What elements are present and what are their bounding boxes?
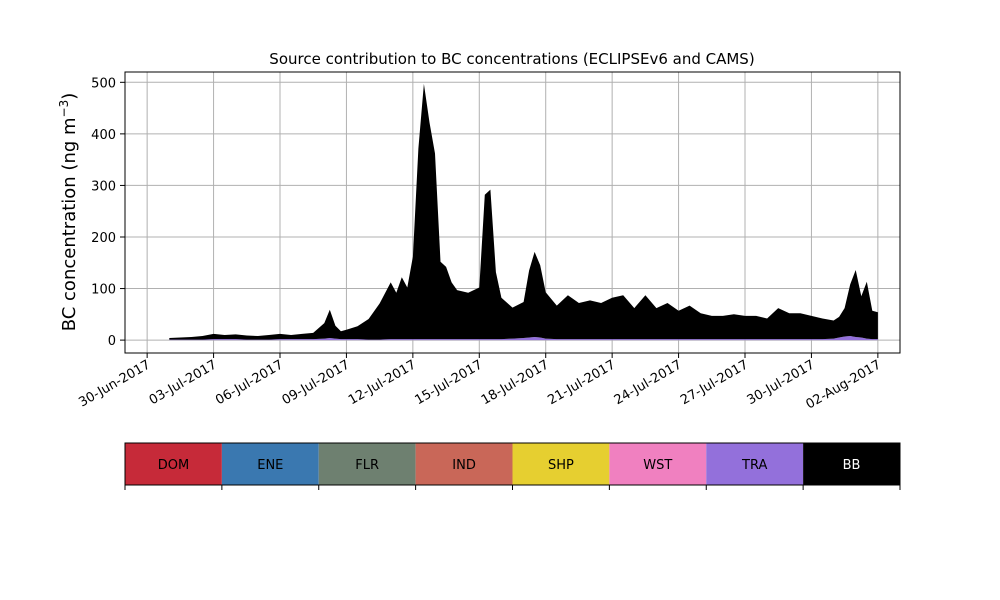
legend-label-ene: ENE — [257, 458, 283, 473]
x-tick-label: 30-Jun-2017 — [76, 357, 153, 410]
y-axis-label: BC concentration (ng m−3) — [57, 93, 80, 332]
y-tick-label: 0 — [108, 334, 116, 349]
x-tick-label: 02-Aug-2017 — [804, 357, 884, 412]
x-tick-label: 21-Jul-2017 — [545, 357, 618, 408]
y-tick-label: 400 — [91, 128, 116, 143]
y-tick-label: 300 — [91, 179, 116, 194]
legend: DOM ENE FLR IND SHP WST TRA BB — [124, 442, 901, 490]
x-tick-label: 03-Jul-2017 — [147, 357, 220, 408]
y-axis-label-text: BC concentration (ng m — [59, 117, 80, 331]
plot-background — [125, 72, 900, 353]
area-series — [169, 83, 878, 341]
legend-label-wst: WST — [643, 458, 672, 473]
legend-swatch-dom — [125, 443, 222, 485]
legend-swatch-flr — [318, 443, 416, 485]
legend-label-dom: DOM — [158, 458, 189, 473]
legend-swatch-wst — [609, 443, 707, 485]
area-tra — [169, 336, 878, 341]
x-tick-label: 15-Jul-2017 — [412, 357, 485, 408]
legend-swatch-bb — [803, 443, 900, 485]
legend-label-tra: TRA — [741, 458, 767, 473]
legend-swatch-tra — [706, 443, 804, 485]
x-tick-label: 12-Jul-2017 — [346, 357, 419, 408]
legend-swatch-ind — [415, 443, 513, 485]
x-tick-label: 18-Jul-2017 — [479, 357, 552, 408]
x-tick-label: 09-Jul-2017 — [280, 357, 353, 408]
legend-swatch-shp — [512, 443, 610, 485]
y-axis-label-superscript: −3 — [57, 100, 71, 118]
x-tick-label: 24-Jul-2017 — [612, 357, 685, 408]
y-axis: 0 100 200 300 400 500 — [91, 76, 125, 349]
x-tick-label: 27-Jul-2017 — [678, 357, 751, 408]
x-tick-label: 06-Jul-2017 — [213, 357, 286, 408]
plot-frame — [124, 71, 901, 354]
y-tick-label: 200 — [91, 231, 116, 246]
y-tick-label: 100 — [91, 283, 116, 298]
legend-label-flr: FLR — [355, 458, 379, 473]
legend-label-shp: SHP — [548, 458, 574, 473]
y-axis-label-close: ) — [59, 93, 80, 100]
legend-label-ind: IND — [452, 458, 476, 473]
chart-title: Source contribution to BC concentrations… — [269, 50, 754, 68]
x-axis: 30-Jun-201703-Jul-201706-Jul-201709-Jul-… — [76, 353, 884, 413]
y-tick-label: 500 — [91, 76, 116, 91]
legend-swatch-ene — [221, 443, 319, 485]
legend-label-bb: BB — [843, 458, 861, 473]
